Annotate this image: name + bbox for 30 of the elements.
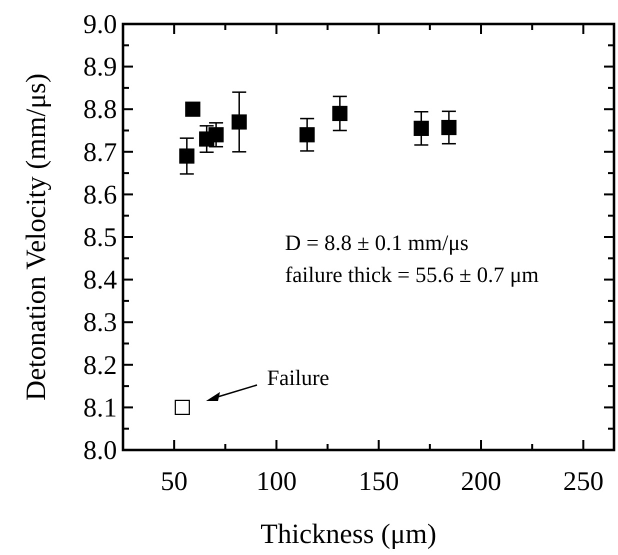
y-tick-label: 8.5: [83, 222, 117, 252]
point: [208, 127, 224, 142]
y-axis-title: Detonation Velocity (mm/μs): [21, 73, 52, 401]
point: [300, 127, 315, 142]
y-tick-label: 8.8: [83, 94, 117, 124]
x-tick-label: 250: [563, 466, 604, 496]
x-tick-label: 50: [160, 466, 188, 496]
y-tick-label: 8.7: [83, 136, 117, 167]
point: [332, 106, 348, 122]
y-tick-label: 8.9: [83, 52, 117, 82]
point: [232, 114, 247, 130]
y-tick-label: 8.2: [83, 350, 117, 380]
point: [441, 120, 456, 136]
x-axis-title: Thickness (μm): [260, 519, 436, 550]
y-tick-label: 8.3: [83, 307, 117, 338]
y-tick-label: 9.0: [83, 9, 117, 39]
annotation: failure thick = 55.6 ± 0.7 μm: [285, 262, 539, 287]
point: [185, 102, 200, 117]
point: [179, 148, 194, 164]
x-tick-label: 150: [358, 466, 399, 496]
x-tick-label: 100: [256, 466, 297, 496]
y-tick-label: 8.4: [83, 264, 118, 295]
y-tick-label: 8.6: [83, 179, 117, 210]
y-tick-label: 8.1: [83, 392, 117, 422]
y-tick-label: 8.0: [83, 435, 117, 465]
annotation: D = 8.8 ± 0.1 mm/μs: [285, 230, 469, 255]
point: [174, 400, 190, 415]
annotation: Failure: [267, 365, 330, 390]
point: [414, 120, 429, 136]
x-tick-label: 200: [460, 466, 502, 496]
